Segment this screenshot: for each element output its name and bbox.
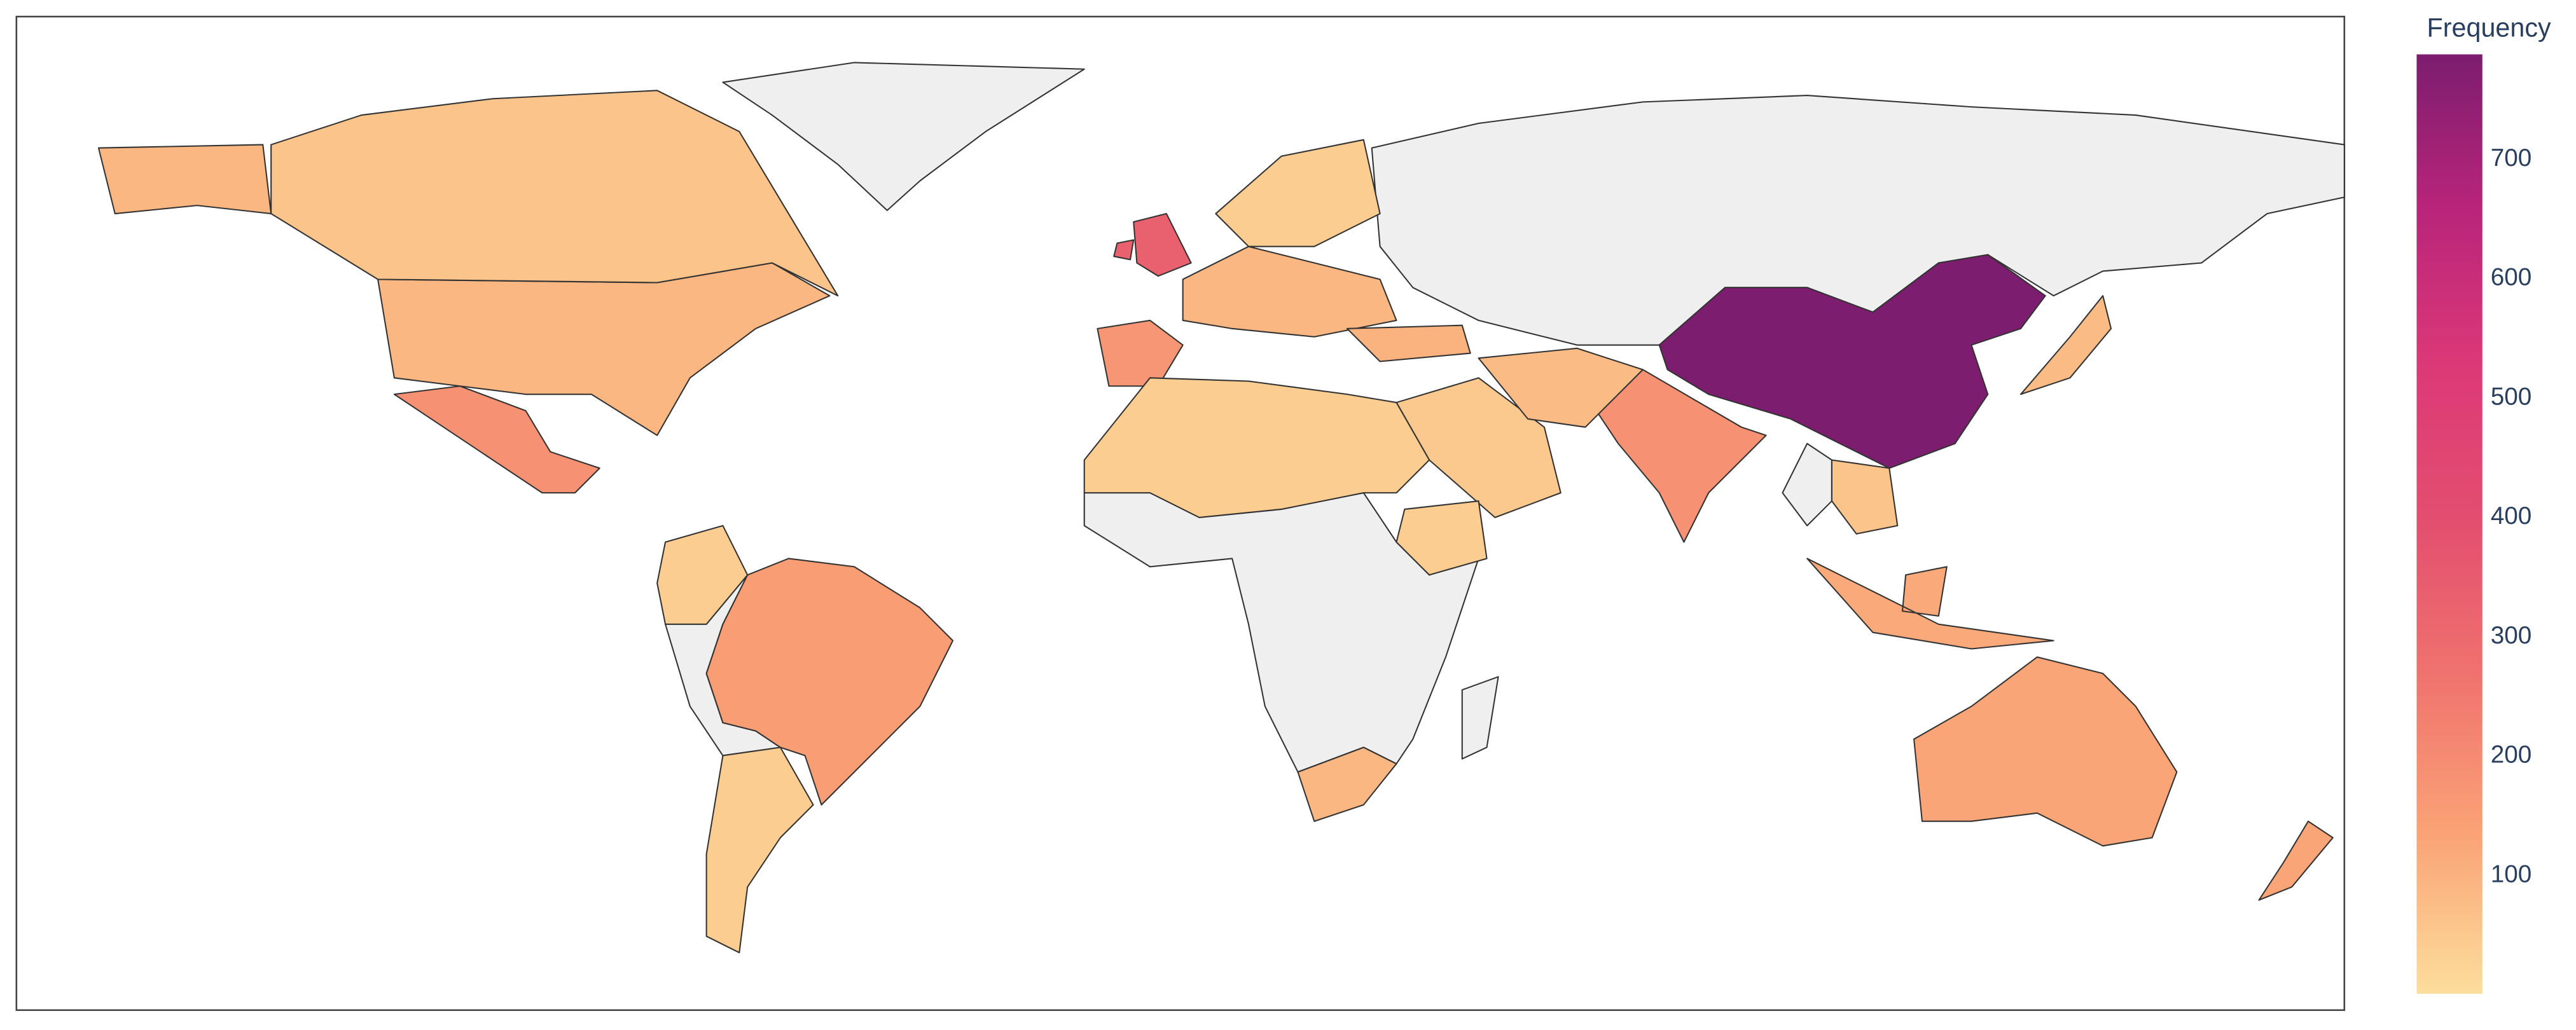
region xyxy=(656,525,749,625)
region xyxy=(1083,377,1430,518)
region xyxy=(1395,500,1488,576)
no-data-land xyxy=(665,62,2345,773)
colorbar-tick-label: 400 xyxy=(2491,502,2532,530)
region xyxy=(1478,347,1644,428)
region xyxy=(1182,245,1397,338)
region xyxy=(1913,656,2178,847)
region xyxy=(1584,369,1767,543)
region xyxy=(1297,746,1397,822)
colorbar-tick-label: 100 xyxy=(2491,860,2532,888)
land-no-data xyxy=(722,62,1085,211)
region xyxy=(705,558,954,806)
region xyxy=(1113,213,1192,277)
colorbar xyxy=(2416,54,2483,994)
region xyxy=(393,385,600,494)
land-no-data xyxy=(1371,95,2345,346)
colorbar-tick-label: 600 xyxy=(2491,264,2532,291)
colorbar-tick-label: 300 xyxy=(2491,622,2532,649)
colorbar-tick-label: 700 xyxy=(2491,144,2532,172)
region xyxy=(705,746,814,954)
region xyxy=(1658,254,2046,469)
colorbar-title: Frequency xyxy=(2427,13,2552,43)
region xyxy=(270,90,839,297)
region xyxy=(1097,319,1184,387)
region xyxy=(1346,324,1471,362)
region xyxy=(1215,139,1381,247)
region xyxy=(2258,820,2334,901)
land-no-data xyxy=(1461,676,1499,760)
colorbar-ticks: 100 200 300 400 500 600 700 xyxy=(2491,144,2532,888)
colorbar-tick-label: 200 xyxy=(2491,741,2532,769)
colorbar-tick-label: 500 xyxy=(2491,383,2532,410)
region xyxy=(2019,295,2112,395)
regions xyxy=(97,90,2334,954)
region xyxy=(1806,558,2054,650)
region xyxy=(1831,459,1899,535)
land-no-data xyxy=(1782,443,1832,526)
